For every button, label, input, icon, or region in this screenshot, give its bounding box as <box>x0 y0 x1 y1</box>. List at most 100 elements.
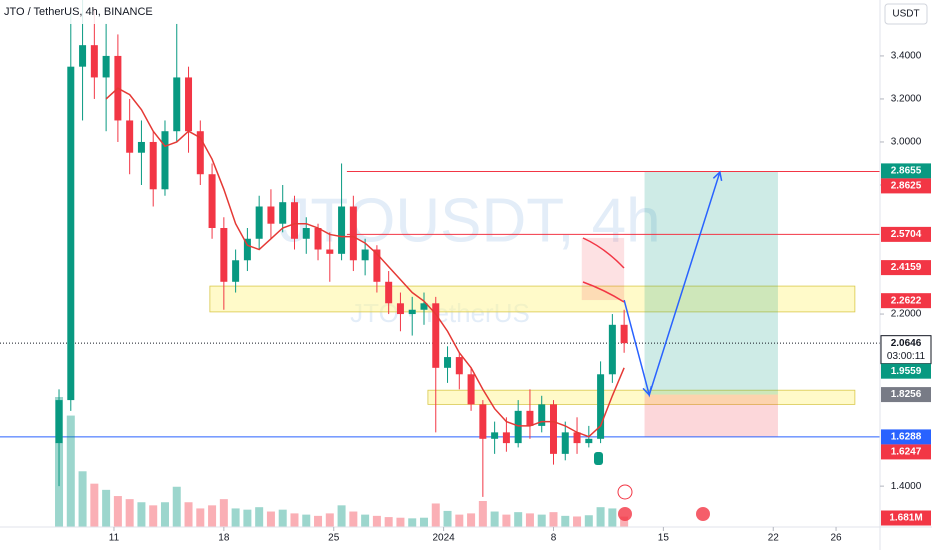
currency-box[interactable] <box>884 3 928 25</box>
volume-bar <box>573 516 582 527</box>
price-label: 2.0646 <box>891 338 922 349</box>
volume-label: 1.681M <box>889 513 922 524</box>
candle-body <box>538 404 546 426</box>
y-tick-label: 3.2000 <box>891 94 922 105</box>
candle-body <box>314 228 322 250</box>
candle-body <box>126 120 134 153</box>
x-tick-label: 25 <box>328 533 340 544</box>
header-bg <box>0 0 250 24</box>
volume-bar <box>290 513 299 527</box>
x-tick-label: 15 <box>658 533 670 544</box>
y-tick-label: 3.0000 <box>891 137 922 148</box>
x-tick-label: 2024 <box>432 533 455 544</box>
volume-bar <box>396 517 405 527</box>
currency: USDT <box>892 9 919 20</box>
y-tick-label: 3.4000 <box>891 51 922 62</box>
price-label-bg <box>881 444 931 460</box>
price-label-bg <box>881 387 931 403</box>
volume-bar <box>102 489 111 527</box>
volume-label-bg <box>881 510 931 526</box>
x-tick-label: 26 <box>830 533 842 544</box>
volume-bar <box>255 507 264 527</box>
candle-body <box>208 174 216 229</box>
candle-body <box>232 260 240 282</box>
candle-body <box>502 432 510 444</box>
volume-bar <box>243 509 252 527</box>
volume-bar <box>431 503 440 527</box>
candle-body <box>585 438 593 444</box>
volume-bar <box>549 512 558 527</box>
countdown: 03:00:11 <box>887 351 926 362</box>
price-label-bg <box>881 429 931 445</box>
candle-body <box>220 228 228 282</box>
volume-bar <box>314 515 323 527</box>
price-label: 1.6288 <box>891 432 922 443</box>
volume-bar <box>266 511 275 527</box>
candle-body <box>597 374 605 439</box>
volume-bar <box>478 501 487 527</box>
volume-bar <box>337 505 346 527</box>
candle-body <box>185 77 193 132</box>
price-label-bg <box>881 260 931 276</box>
y-tick-label: 2.2000 <box>891 309 922 320</box>
volume-bar <box>490 511 499 527</box>
price-label-bg <box>881 163 931 179</box>
candle-body <box>255 206 263 239</box>
candle-body <box>561 432 569 454</box>
event-icon <box>617 484 633 500</box>
volume-bar <box>467 513 476 527</box>
candle-body <box>290 202 298 239</box>
volume-bar <box>208 505 217 527</box>
x-tick-label: 11 <box>109 533 120 544</box>
volume-bar <box>113 496 122 527</box>
candle-body <box>408 309 416 315</box>
y-tick-label: 1.4000 <box>891 481 922 492</box>
candle-body <box>361 249 369 261</box>
candle-body <box>267 206 275 224</box>
event-icon <box>618 507 632 521</box>
volume-bar <box>66 415 75 527</box>
candle-body <box>326 249 334 254</box>
price-label-bg <box>881 178 931 194</box>
candle-body <box>396 303 404 315</box>
plot <box>0 0 880 527</box>
price-label: 2.8655 <box>891 166 922 177</box>
volume-bar <box>160 502 169 527</box>
volume-bar <box>125 499 134 527</box>
stop-zone <box>644 394 778 437</box>
volume-bar <box>137 502 146 527</box>
candle-body <box>514 410 522 444</box>
volume-bar <box>361 514 370 527</box>
candle-body <box>608 324 616 375</box>
price-label: 2.5704 <box>891 229 922 240</box>
candle-body <box>385 281 393 304</box>
candle-body <box>573 432 581 444</box>
candle-body <box>173 77 181 132</box>
x-tick-label: 18 <box>218 533 230 544</box>
candle-body <box>302 228 310 239</box>
volume-bar <box>372 515 381 527</box>
volume-bar <box>561 515 570 527</box>
zone <box>427 389 856 405</box>
candle-body <box>161 131 169 190</box>
volume-bar <box>172 486 181 527</box>
volume-bar <box>608 508 617 527</box>
candle-body <box>620 324 628 344</box>
volume-bar <box>537 514 546 527</box>
candle-body <box>432 303 440 368</box>
candle-body <box>338 206 346 254</box>
candle-body <box>444 357 452 368</box>
volume-bar <box>349 511 358 527</box>
volume-bar <box>149 505 158 527</box>
price-label: 2.4159 <box>891 262 922 273</box>
candle-body <box>279 202 287 224</box>
candle-body <box>243 238 251 261</box>
price-label-bg <box>881 226 931 242</box>
price-label-bg <box>881 363 931 379</box>
price-label: 2.8625 <box>891 181 922 192</box>
price-label: 1.6247 <box>891 447 922 458</box>
volume-bar <box>596 507 605 527</box>
candle-body <box>455 357 463 375</box>
